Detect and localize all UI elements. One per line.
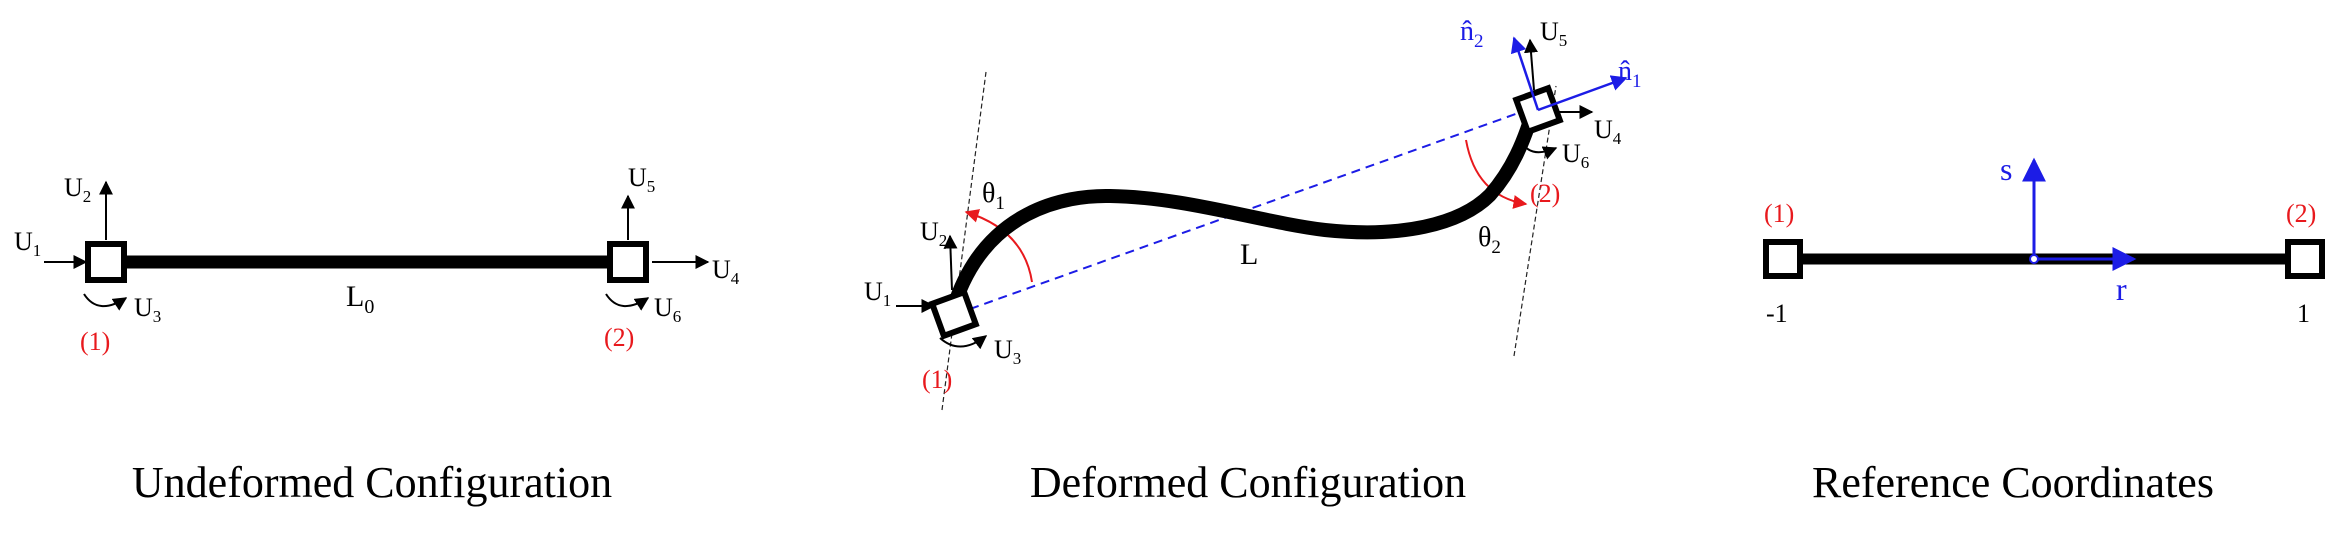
undeformed-node-2-box — [607, 241, 649, 283]
reference-left-coordinate: -1 — [1766, 299, 1788, 328]
node-1-tangent-guide — [941, 71, 987, 411]
u3-label: U3 — [134, 293, 161, 326]
u4-label: U4 — [712, 255, 740, 288]
theta-1-label: θ1 — [982, 178, 1005, 214]
reference-origin — [2029, 254, 2039, 264]
u6-label: U6 — [654, 293, 681, 326]
u3-arrow — [83, 293, 128, 311]
r-axis-label: r — [2116, 271, 2127, 307]
reference-panel: (1) (2) -1 1 s r Reference Coordinates — [1763, 151, 2325, 507]
n-hat-2-arrow — [1510, 36, 1540, 111]
u1-label: U1 — [14, 227, 41, 260]
u5-label: U5 — [628, 163, 655, 196]
n-hat-2-label: n̂2 — [1460, 16, 1484, 52]
reference-node-2-label: (2) — [2286, 199, 2316, 228]
deformed-panel: U1 U2 U3 (1) θ1 L U4 U5 U6 (2) θ2 n̂1 n̂… — [864, 16, 1642, 507]
theta-1-arc — [964, 209, 1033, 283]
undeformed-length-label: L0 — [346, 280, 374, 318]
d-u2-arrow — [943, 234, 958, 291]
deformed-node-2-label: (2) — [1530, 179, 1560, 208]
undeformed-node-1-label: (1) — [80, 327, 110, 356]
d-u2-label: U2 — [920, 217, 947, 250]
deformed-beam — [947, 101, 1541, 313]
undeformed-panel: U1 U2 U3 (1) U4 U5 U6 (2) L0 Undeformed … — [14, 163, 740, 507]
d-u6-arrow — [1519, 137, 1558, 160]
theta-2-arc — [1465, 139, 1528, 209]
undeformed-node-1-box — [85, 241, 127, 283]
deformed-node-1-box — [928, 288, 980, 340]
reference-right-coordinate: 1 — [2297, 299, 2310, 328]
deformed-node-1-label: (1) — [922, 365, 952, 394]
d-u5-arrow — [1524, 38, 1538, 91]
reference-node-1-box — [1763, 239, 1803, 279]
reference-node-1-label: (1) — [1764, 199, 1794, 228]
u6-arrow — [605, 293, 650, 311]
s-axis-label: s — [2000, 151, 2012, 187]
node-2-tangent-guide — [1513, 85, 1557, 357]
undeformed-node-2-label: (2) — [604, 323, 634, 352]
theta-2-label: θ2 — [1478, 222, 1501, 258]
deformed-caption: Deformed Configuration — [1030, 458, 1466, 507]
u2-label: U2 — [64, 173, 91, 206]
d-u6-label: U6 — [1562, 139, 1589, 172]
d-u3-label: U3 — [994, 335, 1021, 368]
reference-node-2-box — [2285, 239, 2325, 279]
undeformed-caption: Undeformed Configuration — [132, 458, 612, 507]
d-u4-label: U4 — [1594, 115, 1622, 148]
deformed-length-label: L — [1240, 238, 1258, 271]
d-u1-label: U1 — [864, 277, 891, 310]
d-u5-label: U5 — [1540, 17, 1567, 50]
reference-caption: Reference Coordinates — [1812, 458, 2214, 507]
d-u3-arrow — [939, 335, 988, 350]
n-hat-1-label: n̂1 — [1618, 56, 1642, 92]
chord-line — [955, 105, 1539, 315]
n-hat-1-arrow — [1537, 75, 1628, 112]
